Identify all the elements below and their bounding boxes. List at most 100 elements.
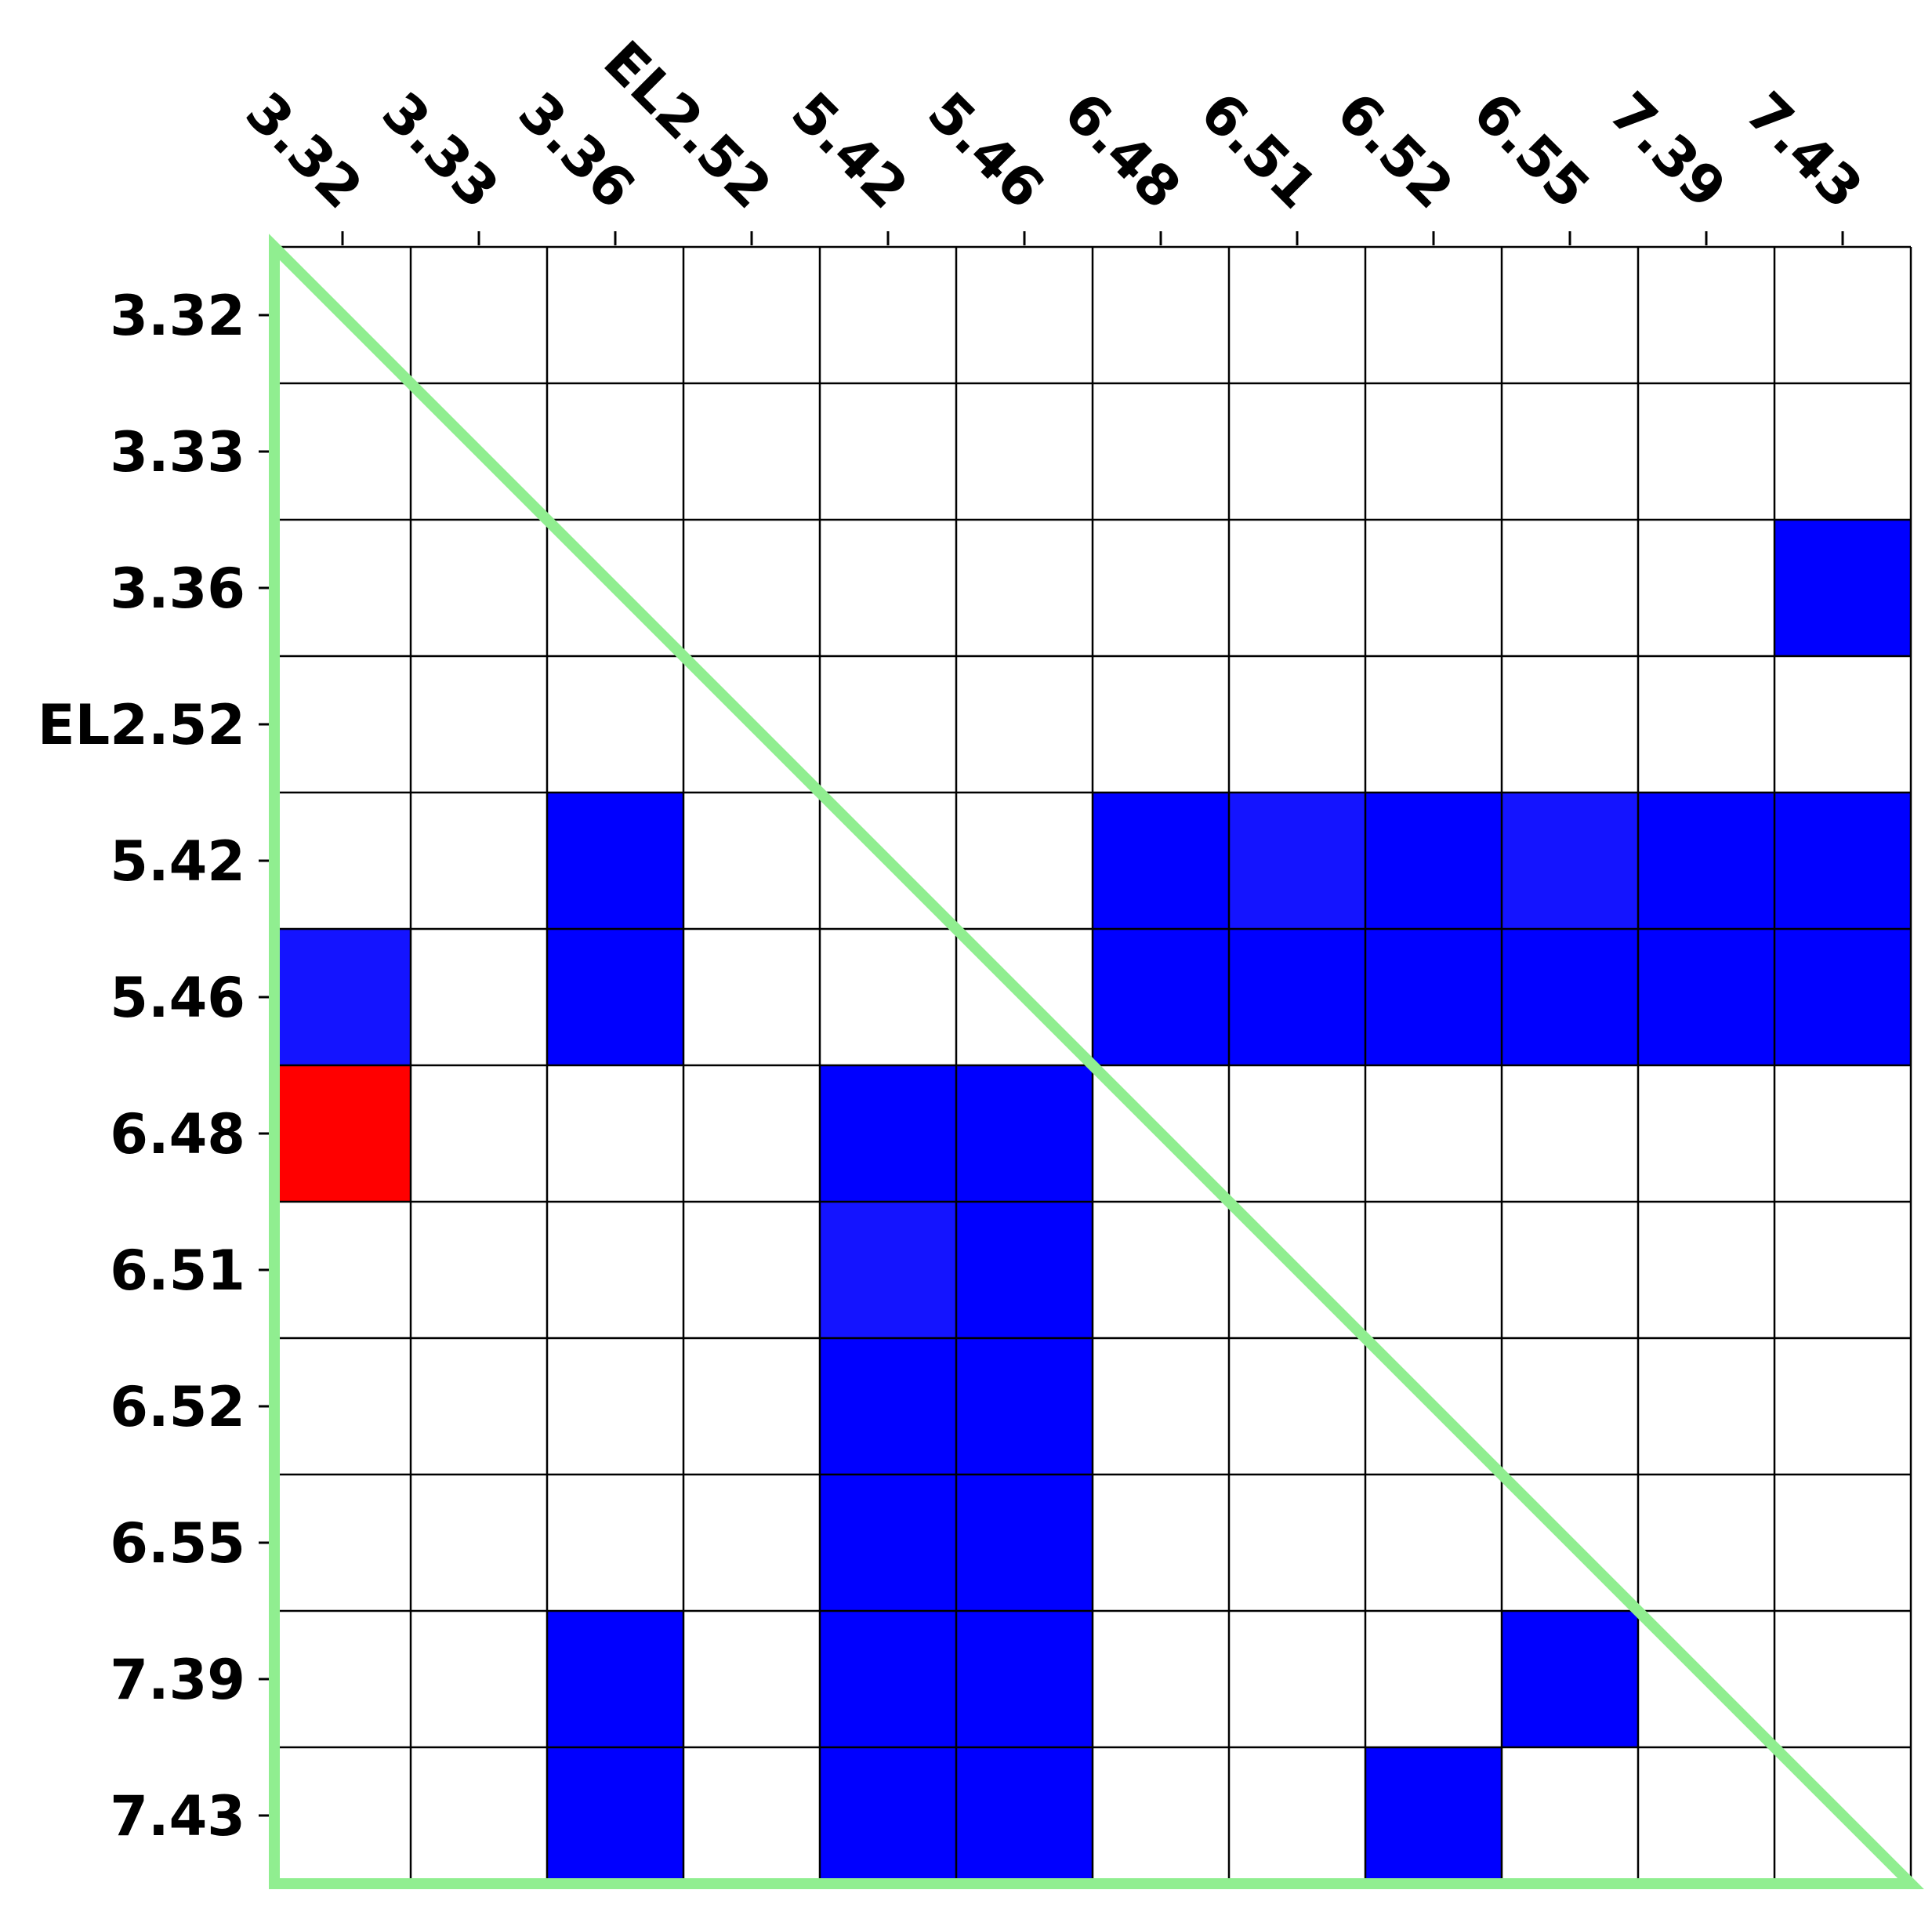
heatmap-cell-empty — [1365, 520, 1502, 656]
heatmap-cell-empty — [1774, 1065, 1911, 1202]
heatmap-cell-empty — [1365, 1065, 1502, 1202]
heatmap-cell-empty — [1502, 520, 1638, 656]
heatmap-cell-empty — [1229, 247, 1365, 383]
heatmap-cell-empty — [1229, 1747, 1365, 1884]
heatmap-cell-empty — [683, 520, 820, 656]
y-tick-label: 6.48 — [110, 1102, 245, 1166]
heatmap-cell-empty — [1502, 1747, 1638, 1884]
heatmap-cell-empty — [274, 1475, 411, 1611]
heatmap-cell-empty — [1502, 247, 1638, 383]
heatmap-cell-empty — [411, 520, 547, 656]
heatmap-cell-empty — [683, 247, 820, 383]
y-tick-label: 3.33 — [110, 420, 245, 484]
heatmap-cell-empty — [547, 1065, 683, 1202]
heatmap-cell-empty — [683, 1338, 820, 1475]
x-tick-label: 3.33 — [370, 80, 511, 221]
heatmap-cell-red — [274, 1065, 411, 1202]
x-tick-label: 7.39 — [1597, 80, 1738, 221]
x-tick-label: 7.43 — [1734, 80, 1875, 221]
heatmap-cell-empty — [683, 1475, 820, 1611]
heatmap-cell-empty — [820, 656, 956, 793]
heatmap-cell-blue — [820, 1611, 956, 1747]
heatmap-cell-empty — [1774, 656, 1911, 793]
heatmap-cell-blue — [956, 1747, 1093, 1884]
x-tick-label: 5.46 — [915, 80, 1057, 221]
heatmap-cell-empty — [1638, 1475, 1774, 1611]
heatmap-cell-blue — [547, 793, 683, 929]
heatmap-cell-empty — [1229, 1611, 1365, 1747]
y-tick-label: 7.43 — [110, 1784, 245, 1848]
heatmap-cell-empty — [683, 1202, 820, 1338]
heatmap-cell-empty — [274, 520, 411, 656]
heatmap-cell-empty — [274, 383, 411, 520]
heatmap-cell-empty — [956, 520, 1093, 656]
heatmap-cell-empty — [1093, 1475, 1229, 1611]
heatmap-cell-empty — [1638, 656, 1774, 793]
heatmap-cell-empty — [547, 1202, 683, 1338]
heatmap-cell-empty — [1502, 383, 1638, 520]
heatmap-cell-blue — [956, 1475, 1093, 1611]
heatmap-cell-empty — [1229, 1338, 1365, 1475]
heatmap-cell-empty — [274, 1202, 411, 1338]
heatmap-cell-light-blue — [1502, 793, 1638, 929]
heatmap-cell-empty — [1365, 1611, 1502, 1747]
heatmap-cell-empty — [956, 793, 1093, 929]
heatmap-cell-blue — [1365, 1747, 1502, 1884]
heatmap-cell-empty — [1229, 383, 1365, 520]
heatmap-cell-empty — [1093, 1202, 1229, 1338]
heatmap-cell-empty — [1774, 1338, 1911, 1475]
heatmap-cell-empty — [411, 1475, 547, 1611]
heatmap-cell-empty — [956, 656, 1093, 793]
heatmap-cell-blue — [1774, 520, 1911, 656]
heatmap-cell-empty — [820, 929, 956, 1065]
heatmap-cell-empty — [1229, 1065, 1365, 1202]
x-tick-label: 5.42 — [779, 80, 920, 221]
heatmap-cell-empty — [411, 929, 547, 1065]
heatmap-cell-empty — [547, 656, 683, 793]
y-tick-label: 5.46 — [110, 966, 245, 1030]
heatmap-cell-empty — [683, 1611, 820, 1747]
heatmap-cells — [274, 247, 1911, 1884]
y-tick-label: EL2.52 — [38, 693, 245, 757]
heatmap-cell-blue — [1229, 929, 1365, 1065]
heatmap-cell-empty — [411, 1338, 547, 1475]
heatmap-cell-empty — [1638, 247, 1774, 383]
heatmap-cell-blue — [956, 1065, 1093, 1202]
heatmap-cell-empty — [1638, 383, 1774, 520]
heatmap-cell-empty — [1774, 1475, 1911, 1611]
heatmap-cell-blue — [1093, 929, 1229, 1065]
heatmap-cell-empty — [956, 383, 1093, 520]
heatmap-cell-empty — [1502, 1202, 1638, 1338]
heatmap-cell-empty — [1229, 520, 1365, 656]
y-tick-label: 3.36 — [110, 557, 245, 621]
heatmap-cell-empty — [1093, 1338, 1229, 1475]
heatmap-cell-empty — [1229, 1475, 1365, 1611]
heatmap-cell-light-blue — [1229, 793, 1365, 929]
heatmap-cell-empty — [683, 793, 820, 929]
heatmap-cell-empty — [1774, 247, 1911, 383]
heatmap-cell-empty — [1365, 247, 1502, 383]
heatmap-cell-empty — [411, 247, 547, 383]
heatmap-cell-blue — [1638, 929, 1774, 1065]
heatmap-cell-empty — [1774, 1202, 1911, 1338]
heatmap-cell-empty — [683, 1065, 820, 1202]
heatmap-cell-empty — [1093, 520, 1229, 656]
heatmap-cell-empty — [1638, 520, 1774, 656]
heatmap-cell-blue — [547, 1611, 683, 1747]
heatmap-cell-blue — [1502, 929, 1638, 1065]
heatmap-cell-empty — [1774, 1611, 1911, 1747]
heatmap-cell-blue — [820, 1747, 956, 1884]
heatmap-cell-empty — [547, 1475, 683, 1611]
y-tick-label: 6.52 — [110, 1375, 245, 1439]
heatmap-cell-empty — [1502, 656, 1638, 793]
heatmap-cell-empty — [411, 793, 547, 929]
heatmap-cell-empty — [1093, 247, 1229, 383]
heatmap-cell-empty — [1638, 1338, 1774, 1475]
x-tick-label: 6.52 — [1325, 80, 1466, 221]
heatmap-cell-blue — [956, 1338, 1093, 1475]
heatmap-cell-empty — [1365, 1475, 1502, 1611]
heatmap-cell-blue — [820, 1475, 956, 1611]
heatmap-cell-empty — [1229, 656, 1365, 793]
heatmap-cell-empty — [820, 520, 956, 656]
heatmap-cell-empty — [411, 1747, 547, 1884]
